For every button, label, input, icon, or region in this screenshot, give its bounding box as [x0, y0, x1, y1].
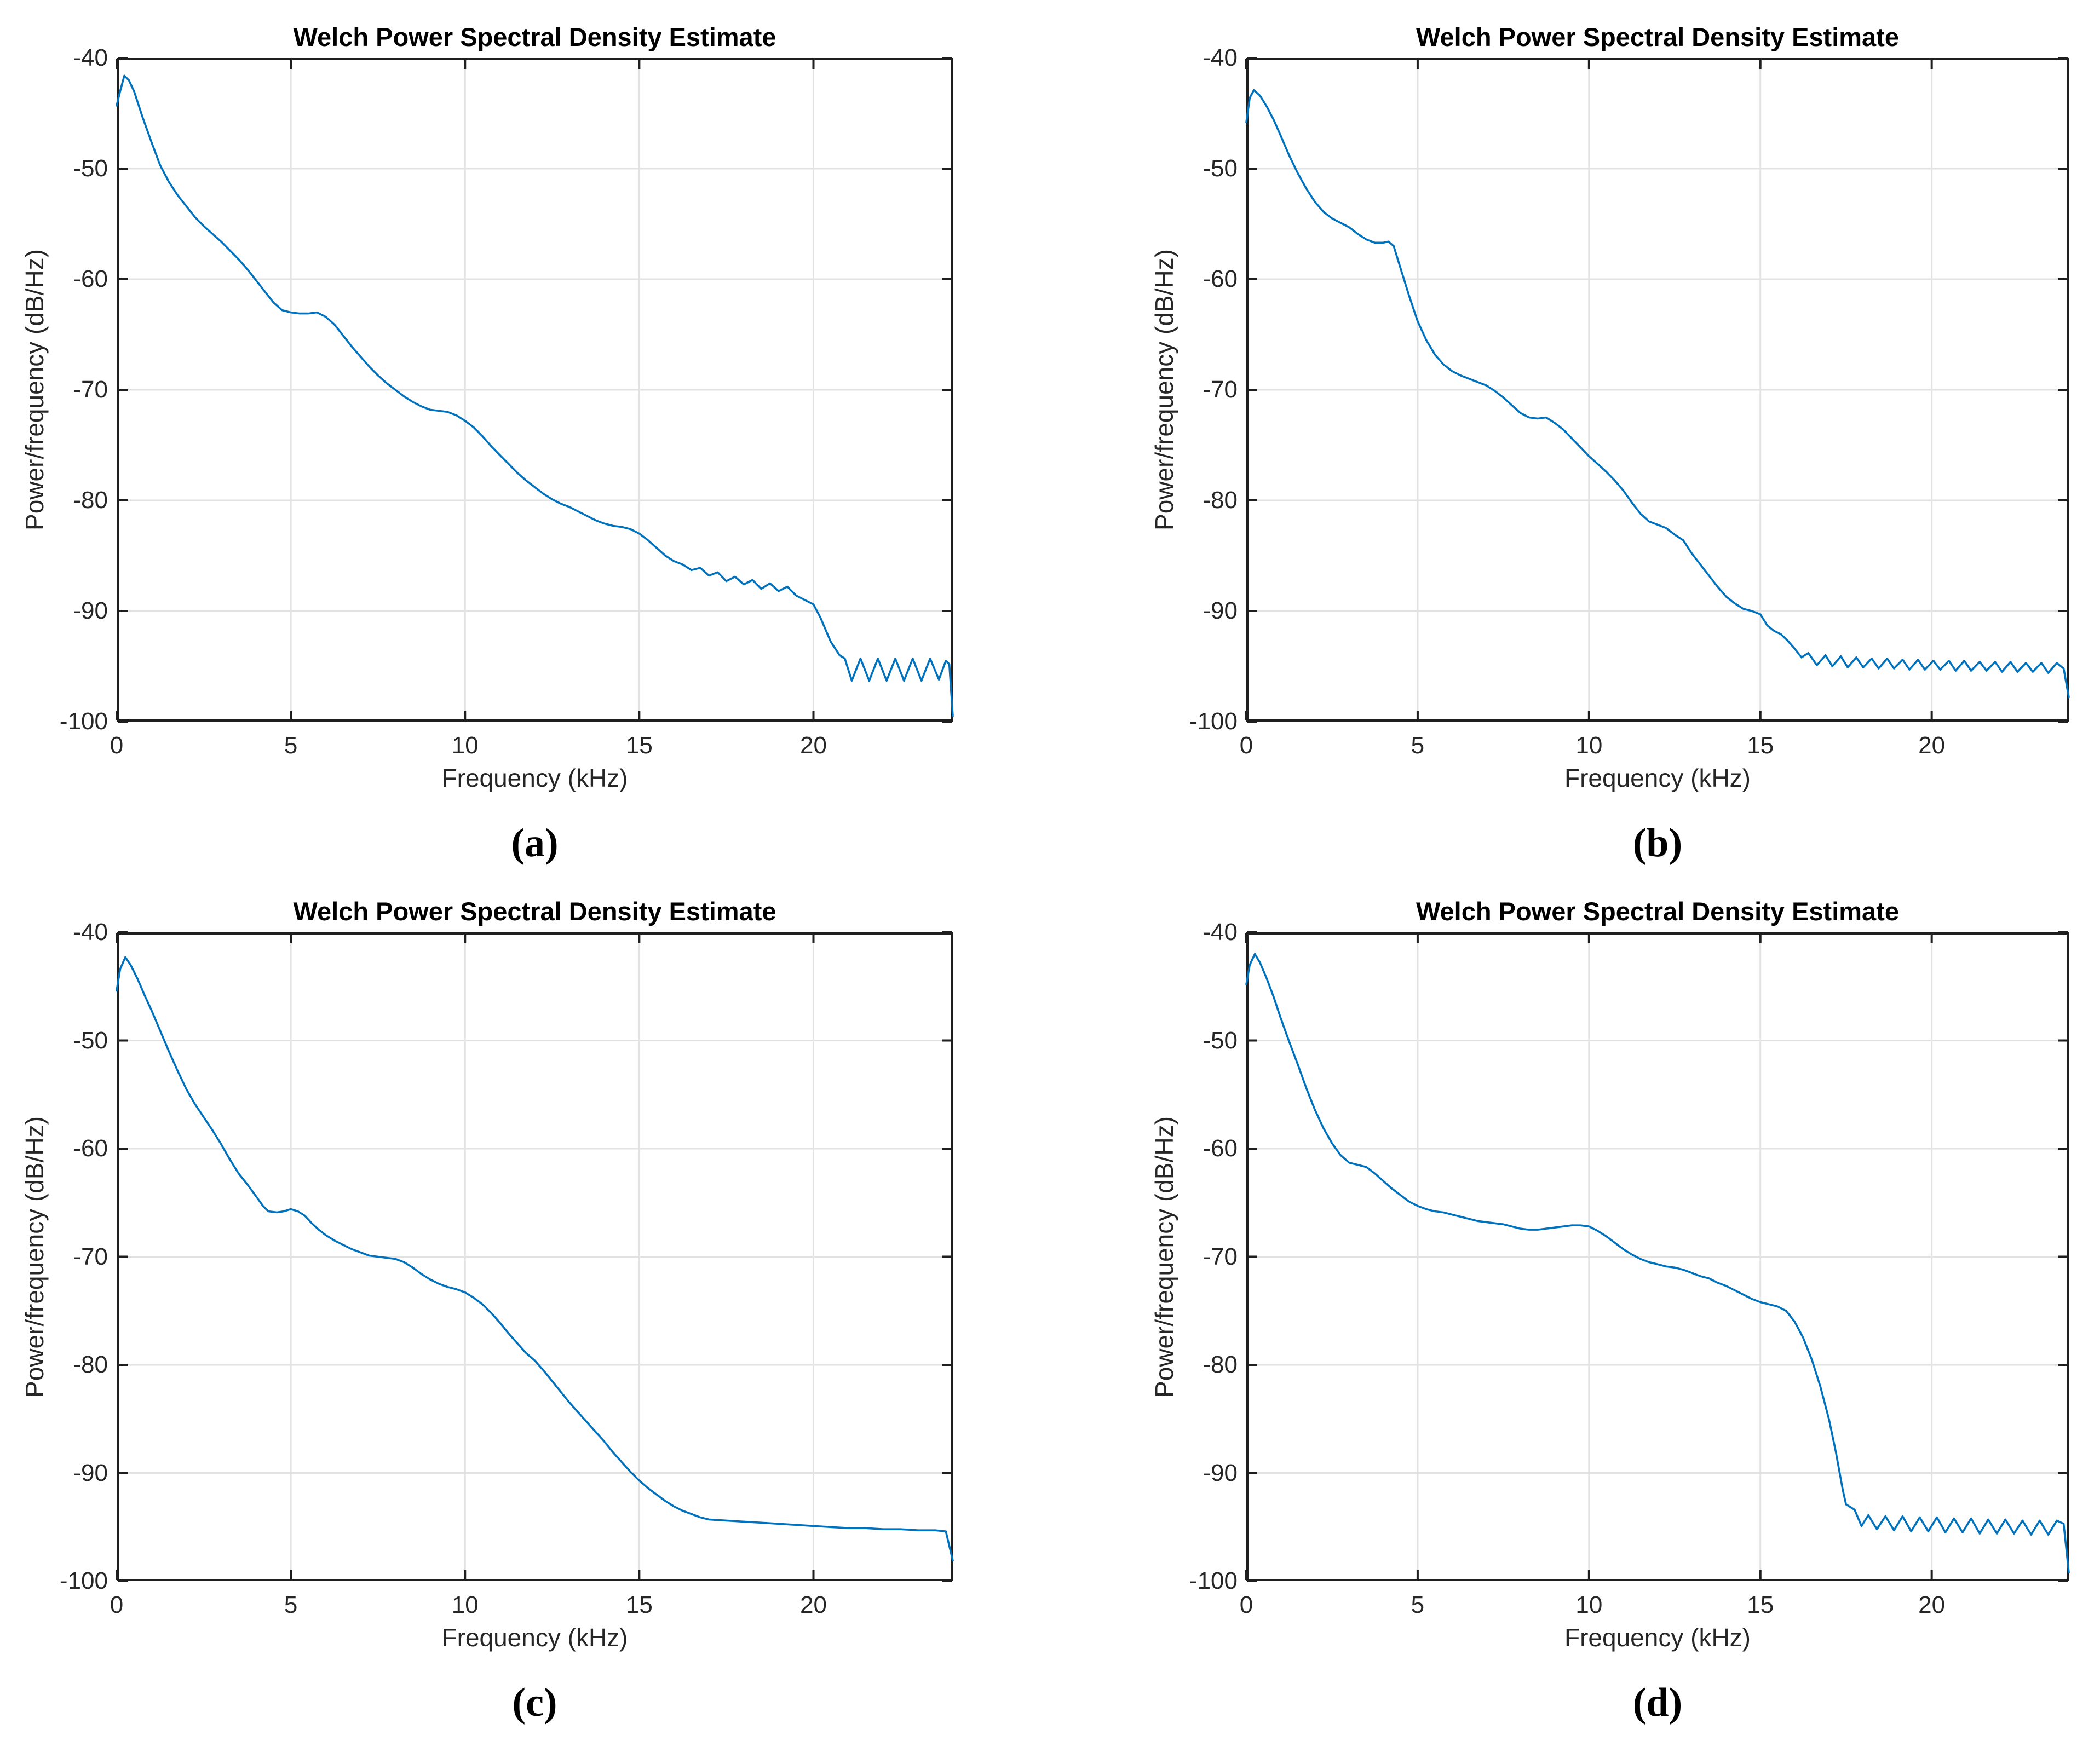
- plot-title: Welch Power Spectral Density Estimate: [1416, 897, 1899, 926]
- y-tick-label: -40: [1203, 919, 1238, 945]
- y-tick-label: -100: [59, 708, 108, 735]
- y-tick-label: -40: [1203, 44, 1238, 71]
- y-tick-label: -40: [73, 919, 108, 945]
- y-tick-label: -60: [1203, 1135, 1238, 1162]
- y-tick-label: -50: [1203, 155, 1238, 182]
- x-tick-label: 10: [1575, 1592, 1603, 1618]
- y-tick-label: -80: [73, 1351, 108, 1378]
- y-tick-label: -60: [73, 1135, 108, 1162]
- x-tick-label: 15: [625, 732, 653, 759]
- y-tick-label: -80: [73, 487, 108, 514]
- subfigure-caption: (a): [511, 821, 559, 866]
- x-tick-label: 0: [110, 1592, 124, 1618]
- psd-curve: [1245, 953, 2070, 1573]
- plot-area-svg: [1245, 57, 2070, 723]
- y-tick-label: -70: [1203, 376, 1238, 403]
- x-tick-label: 5: [284, 732, 298, 759]
- y-tick-label: -90: [1203, 597, 1238, 624]
- x-tick-label: 10: [1575, 732, 1603, 759]
- subfigure-caption: (b): [1632, 821, 1683, 866]
- y-tick-label: -100: [1189, 1567, 1238, 1594]
- plot-area-svg: [116, 931, 954, 1582]
- y-tick-label: -60: [1203, 266, 1238, 292]
- x-tick-label: 0: [1239, 1592, 1253, 1618]
- y-tick-label: -90: [73, 1459, 108, 1486]
- y-tick-label: -100: [59, 1567, 108, 1594]
- x-tick-label: 0: [110, 732, 124, 759]
- x-axis-label: Frequency (kHz): [441, 764, 628, 792]
- x-axis-label: Frequency (kHz): [1564, 764, 1751, 792]
- x-tick-label: 10: [451, 732, 479, 759]
- plot-area-svg: [1245, 931, 2070, 1582]
- x-axis-label: Frequency (kHz): [1564, 1623, 1751, 1652]
- y-tick-label: -90: [1203, 1459, 1238, 1486]
- axis-box: [117, 58, 953, 722]
- axis-box: [117, 932, 953, 1581]
- x-tick-label: 5: [1411, 732, 1425, 759]
- subfigure-caption: (c): [512, 1680, 557, 1725]
- axis-box: [1246, 58, 2069, 722]
- x-tick-label: 15: [625, 1592, 653, 1618]
- x-tick-label: 20: [1918, 732, 1946, 759]
- axis-box: [1246, 932, 2069, 1581]
- plot-title: Welch Power Spectral Density Estimate: [293, 22, 776, 51]
- x-tick-label: 20: [800, 732, 827, 759]
- psd-curve: [1245, 89, 2070, 699]
- y-tick-label: -70: [73, 1243, 108, 1270]
- x-tick-label: 20: [1918, 1592, 1946, 1618]
- y-tick-label: -90: [73, 597, 108, 624]
- x-axis-label: Frequency (kHz): [441, 1623, 628, 1652]
- plot-title: Welch Power Spectral Density Estimate: [293, 897, 776, 926]
- psd-curve: [116, 956, 954, 1562]
- y-tick-label: -50: [1203, 1027, 1238, 1054]
- y-tick-label: -40: [73, 44, 108, 71]
- plot-title: Welch Power Spectral Density Estimate: [1416, 22, 1899, 51]
- y-tick-label: -50: [73, 155, 108, 182]
- x-tick-label: 15: [1747, 1592, 1774, 1618]
- y-tick-label: -80: [1203, 487, 1238, 514]
- y-tick-label: -80: [1203, 1351, 1238, 1378]
- psd-curve: [116, 74, 954, 717]
- y-tick-label: -70: [73, 376, 108, 403]
- plot-area-svg: [116, 57, 954, 723]
- x-tick-label: 5: [284, 1592, 298, 1618]
- x-tick-label: 5: [1411, 1592, 1425, 1618]
- x-tick-label: 0: [1239, 732, 1253, 759]
- y-tick-label: -100: [1189, 708, 1238, 735]
- x-tick-label: 10: [451, 1592, 479, 1618]
- y-tick-label: -60: [73, 266, 108, 292]
- subfigure-caption: (d): [1632, 1680, 1683, 1725]
- y-tick-label: -70: [1203, 1243, 1238, 1270]
- y-tick-label: -50: [73, 1027, 108, 1054]
- x-tick-label: 20: [800, 1592, 827, 1618]
- x-tick-label: 15: [1747, 732, 1774, 759]
